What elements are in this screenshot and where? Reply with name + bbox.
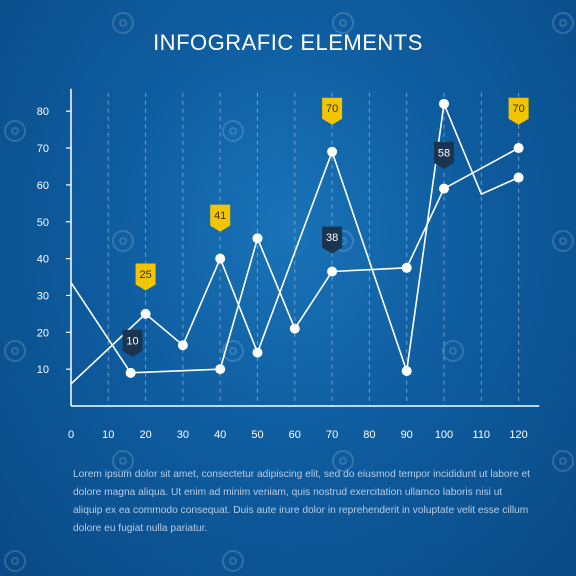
watermark-spiral-icon <box>332 12 354 34</box>
value-tag <box>322 226 343 254</box>
value-tag <box>122 329 143 357</box>
watermark-spiral-icon <box>112 12 134 34</box>
body-paragraph: Lorem ipsum dolor sit amet, consectetur … <box>73 469 530 534</box>
watermark-spiral-icon <box>332 450 354 472</box>
data-point <box>327 266 338 277</box>
value-tag-label: 10 <box>126 335 138 347</box>
data-point <box>125 367 136 378</box>
watermark-spiral-icon <box>552 230 574 252</box>
y-tick-label: 60 <box>37 180 49 192</box>
data-point <box>439 183 449 194</box>
x-tick-label: 30 <box>177 429 189 441</box>
value-tag-label: 58 <box>438 147 450 159</box>
data-point <box>252 233 263 244</box>
data-point <box>513 143 524 154</box>
value-tag-label: 70 <box>326 103 338 115</box>
series-line <box>70 103 519 385</box>
watermark-spiral-icon <box>4 340 26 362</box>
x-tick-label: 70 <box>326 429 338 441</box>
x-tick-label: 50 <box>251 429 263 441</box>
x-tick-label: 110 <box>473 429 491 441</box>
x-tick-label: 0 <box>68 429 74 441</box>
watermark-spiral-icon <box>112 230 134 252</box>
x-tick-label: 20 <box>139 429 151 441</box>
y-tick-label: 50 <box>37 217 49 229</box>
value-tag-label: 38 <box>326 232 338 244</box>
watermark-spiral-icon <box>552 450 574 472</box>
data-point <box>439 98 449 109</box>
x-tick-label: 60 <box>289 429 301 441</box>
watermark-spiral-icon <box>222 550 244 572</box>
y-tick-label: 30 <box>37 290 49 302</box>
data-point <box>289 323 300 334</box>
y-tick-label: 80 <box>37 106 49 118</box>
y-tick-label: 20 <box>37 327 49 339</box>
value-tag-label: 70 <box>512 103 524 115</box>
watermark-spiral-icon <box>4 120 26 142</box>
data-point <box>140 308 151 319</box>
value-tag <box>434 141 454 169</box>
data-point <box>215 364 226 375</box>
data-point <box>177 340 188 351</box>
y-tick-label: 70 <box>37 143 49 155</box>
data-point <box>215 253 226 264</box>
value-tag <box>135 263 156 291</box>
x-tick-label: 10 <box>102 429 114 441</box>
watermark-spiral-icon <box>4 550 26 572</box>
x-tick-label: 100 <box>435 429 453 441</box>
value-tag <box>210 204 231 232</box>
data-point <box>401 262 412 273</box>
value-tag <box>322 97 343 125</box>
value-tag-label: 25 <box>139 269 151 281</box>
data-point <box>401 365 412 376</box>
x-tick-label: 120 <box>509 429 527 441</box>
data-point <box>327 146 338 157</box>
x-tick-label: 90 <box>401 429 413 441</box>
watermark-spiral-icon <box>442 340 464 362</box>
page-title: INFOGRAFIC ELEMENTS <box>153 30 423 55</box>
y-tick-label: 40 <box>37 254 49 266</box>
value-tag <box>508 97 529 125</box>
x-tick-label: 40 <box>214 429 226 441</box>
data-point <box>513 172 524 183</box>
y-tick-label: 10 <box>37 364 49 376</box>
watermark-spiral-icon <box>222 340 244 362</box>
data-point <box>252 347 263 358</box>
watermark-spiral-icon <box>112 450 134 472</box>
watermark-spiral-icon <box>552 12 574 34</box>
value-tag-label: 41 <box>214 210 226 222</box>
x-tick-label: 80 <box>363 429 375 441</box>
watermark-spiral-icon <box>222 120 244 142</box>
